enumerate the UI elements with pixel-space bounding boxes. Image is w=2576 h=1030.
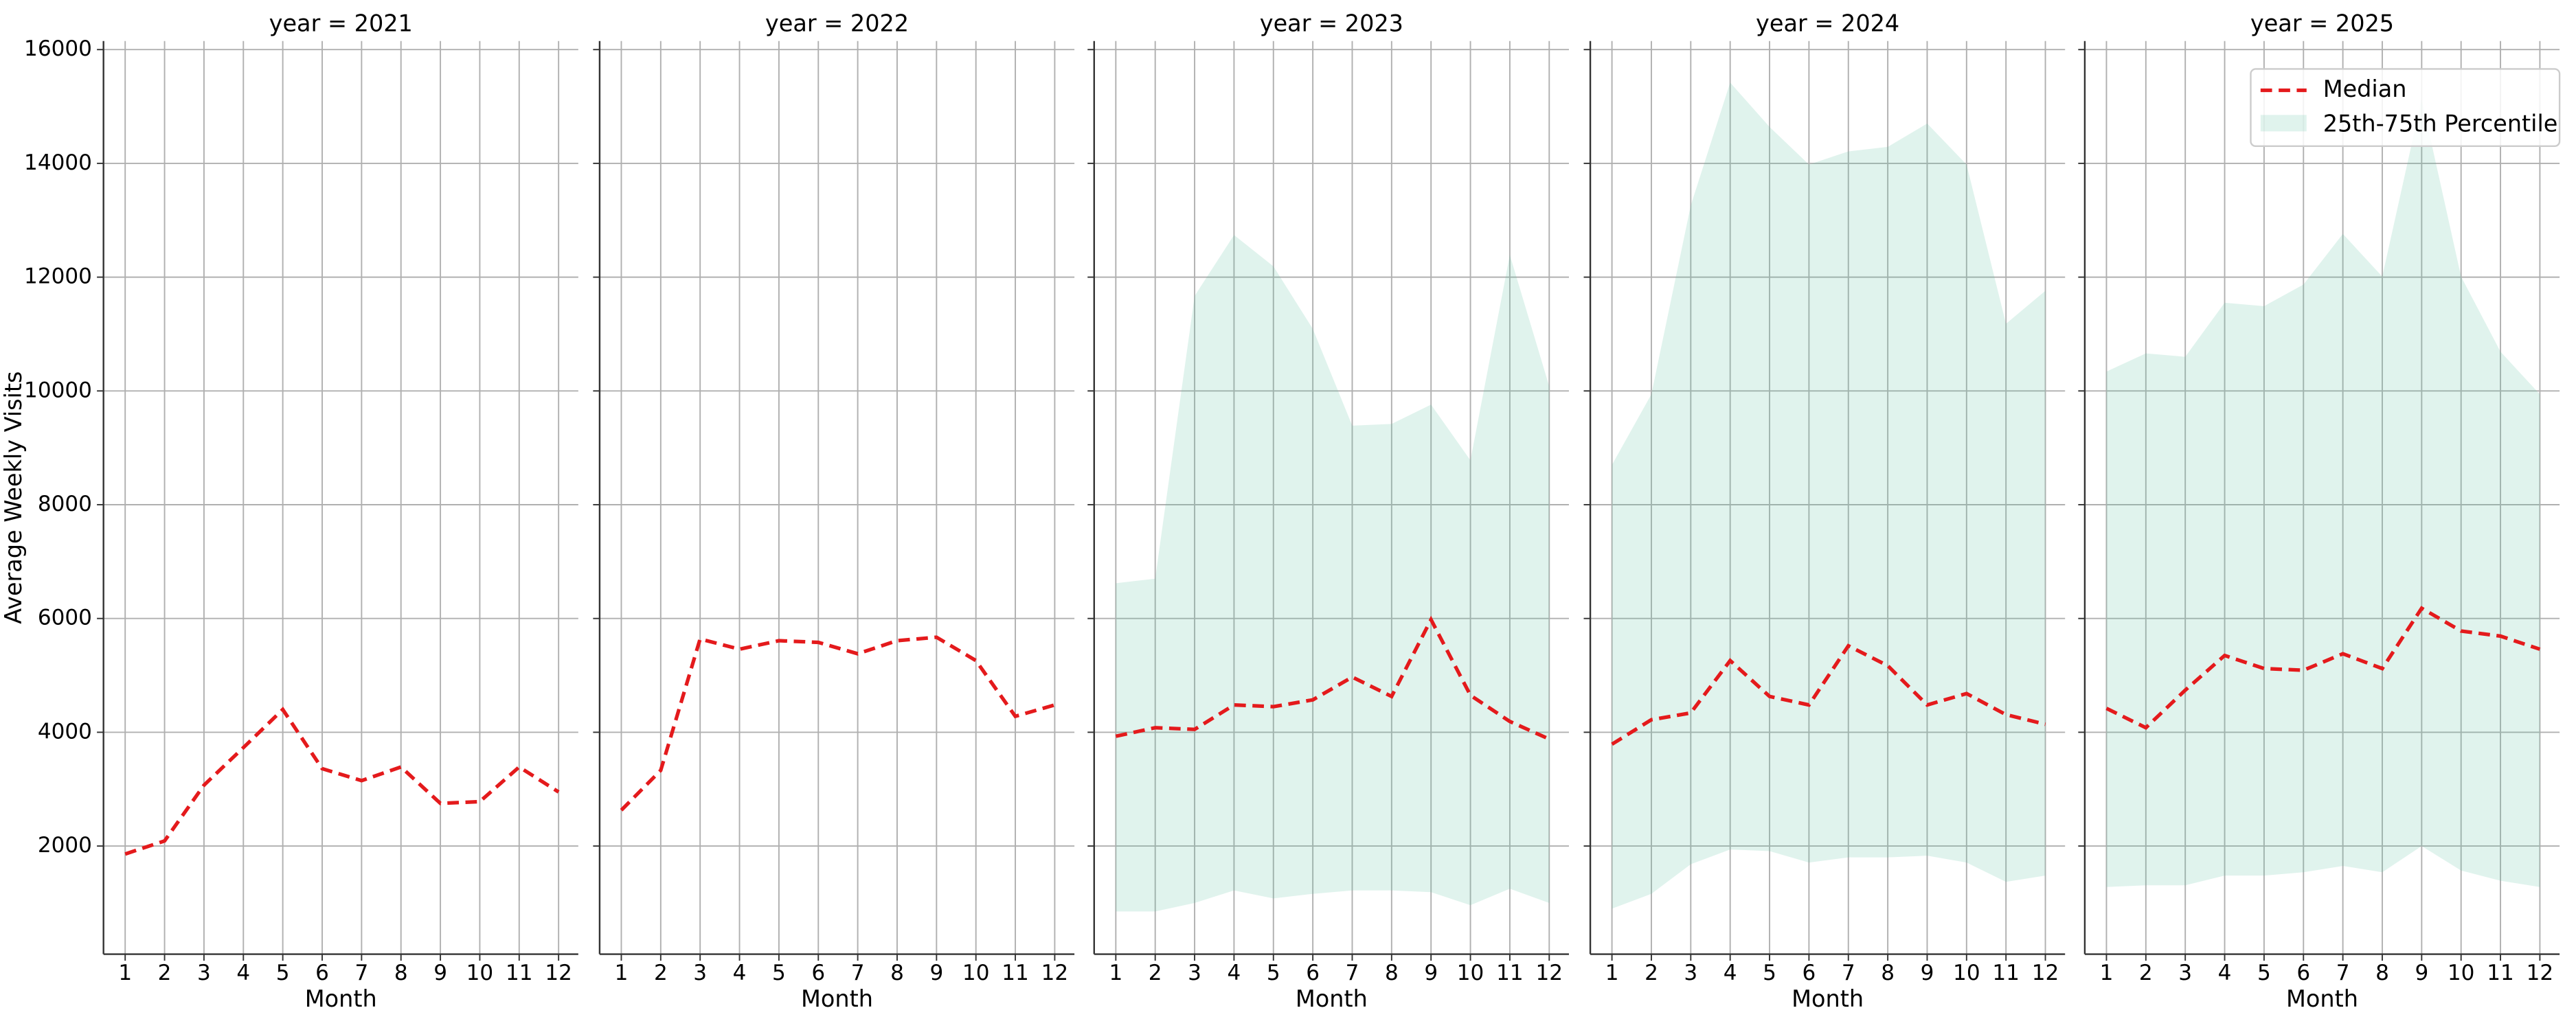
x-tick-label: 12	[545, 961, 572, 985]
x-tick-label: 2	[1645, 961, 1658, 985]
x-tick-label: 9	[433, 961, 447, 985]
x-tick-label: 9	[1424, 961, 1438, 985]
x-tick-label: 7	[851, 961, 865, 985]
x-tick-label: 10	[2448, 961, 2475, 985]
panel-title: year = 2023	[1260, 10, 1403, 36]
x-tick-label: 8	[2375, 961, 2389, 985]
x-tick-label: 6	[1306, 961, 1320, 985]
x-tick-label: 1	[615, 961, 629, 985]
legend: Median 25th-75th Percentile	[2250, 68, 2561, 148]
percentile-band	[1612, 82, 2046, 909]
x-tick-label: 12	[1041, 961, 1069, 985]
y-tick-label: 4000	[38, 719, 92, 744]
x-tick-label: 11	[1496, 961, 1524, 985]
x-axis-label: Month	[1792, 985, 1864, 1012]
x-axis-label: Month	[801, 985, 873, 1012]
x-tick-label: 10	[466, 961, 494, 985]
median-line	[124, 707, 560, 856]
median-line	[1611, 643, 2046, 746]
x-tick-label: 11	[1992, 961, 2020, 985]
percentile-band	[2106, 99, 2540, 887]
x-tick-label: 2	[158, 961, 172, 985]
x-tick-label: 8	[890, 961, 904, 985]
median-line	[620, 635, 1056, 812]
x-tick-label: 7	[1346, 961, 1359, 985]
x-tick-label: 3	[2178, 961, 2192, 985]
x-tick-label: 6	[2296, 961, 2310, 985]
x-tick-label: 6	[1802, 961, 1816, 985]
panel-title: year = 2021	[269, 10, 413, 36]
x-tick-label: 12	[2032, 961, 2059, 985]
y-tick-label: 10000	[24, 378, 92, 402]
x-axis-label: Month	[1296, 985, 1368, 1012]
x-tick-label: 5	[276, 961, 290, 985]
x-tick-label: 6	[811, 961, 825, 985]
x-tick-label: 4	[1228, 961, 1241, 985]
x-tick-label: 10	[1457, 961, 1484, 985]
x-tick-label: 4	[733, 961, 747, 985]
x-tick-label: 8	[1385, 961, 1399, 985]
x-tick-label: 5	[1267, 961, 1280, 985]
y-tick-label: 14000	[24, 150, 92, 175]
x-tick-label: 4	[2218, 961, 2232, 985]
x-tick-label: 1	[1605, 961, 1619, 985]
x-tick-label: 7	[1842, 961, 1855, 985]
x-tick-label: 3	[1188, 961, 1201, 985]
x-tick-label: 1	[1109, 961, 1122, 985]
legend-swatch	[2260, 115, 2307, 132]
x-tick-label: 8	[394, 961, 408, 985]
panel-title: year = 2025	[2250, 10, 2394, 36]
x-tick-label: 8	[1881, 961, 1895, 985]
y-axis-label: Average Weekly Visits	[0, 371, 27, 624]
percentile-band	[1116, 235, 1550, 912]
x-tick-label: 9	[929, 961, 943, 985]
y-tick-label: 2000	[38, 833, 92, 858]
panel-title: year = 2022	[765, 10, 909, 36]
x-tick-label: 3	[1684, 961, 1697, 985]
median-line	[1115, 615, 1550, 741]
legend-label: Median	[2323, 76, 2407, 102]
x-tick-label: 11	[1002, 961, 1029, 985]
x-axis-label: Month	[305, 985, 377, 1012]
x-tick-label: 9	[2415, 961, 2428, 985]
x-tick-label: 1	[118, 961, 132, 985]
x-tick-label: 2	[1149, 961, 1162, 985]
x-tick-label: 10	[1953, 961, 1980, 985]
median-line	[2105, 606, 2541, 730]
x-tick-label: 6	[315, 961, 329, 985]
x-tick-label: 2	[654, 961, 668, 985]
x-tick-label: 4	[1724, 961, 1737, 985]
x-tick-label: 12	[2527, 961, 2554, 985]
x-tick-label: 11	[2487, 961, 2514, 985]
panel-title: year = 2024	[1756, 10, 1899, 36]
x-tick-label: 1	[2100, 961, 2114, 985]
y-tick-label: 8000	[38, 492, 92, 516]
y-tick-label: 12000	[24, 264, 92, 289]
y-tick-label: 16000	[24, 36, 92, 61]
x-tick-label: 7	[354, 961, 368, 985]
x-tick-label: 3	[197, 961, 211, 985]
legend-box	[2250, 68, 2561, 148]
x-tick-label: 11	[506, 961, 533, 985]
x-tick-label: 12	[1536, 961, 1563, 985]
x-tick-label: 2	[2139, 961, 2153, 985]
x-tick-label: 5	[772, 961, 786, 985]
x-tick-label: 7	[2336, 961, 2350, 985]
x-tick-label: 4	[236, 961, 250, 985]
x-axis-label: Month	[2286, 985, 2358, 1012]
x-tick-label: 5	[1763, 961, 1776, 985]
x-tick-label: 3	[693, 961, 707, 985]
x-tick-label: 10	[962, 961, 990, 985]
x-tick-label: 9	[1921, 961, 1934, 985]
y-tick-label: 6000	[38, 606, 92, 630]
legend-label: 25th-75th Percentile	[2323, 110, 2558, 137]
x-tick-label: 5	[2257, 961, 2271, 985]
